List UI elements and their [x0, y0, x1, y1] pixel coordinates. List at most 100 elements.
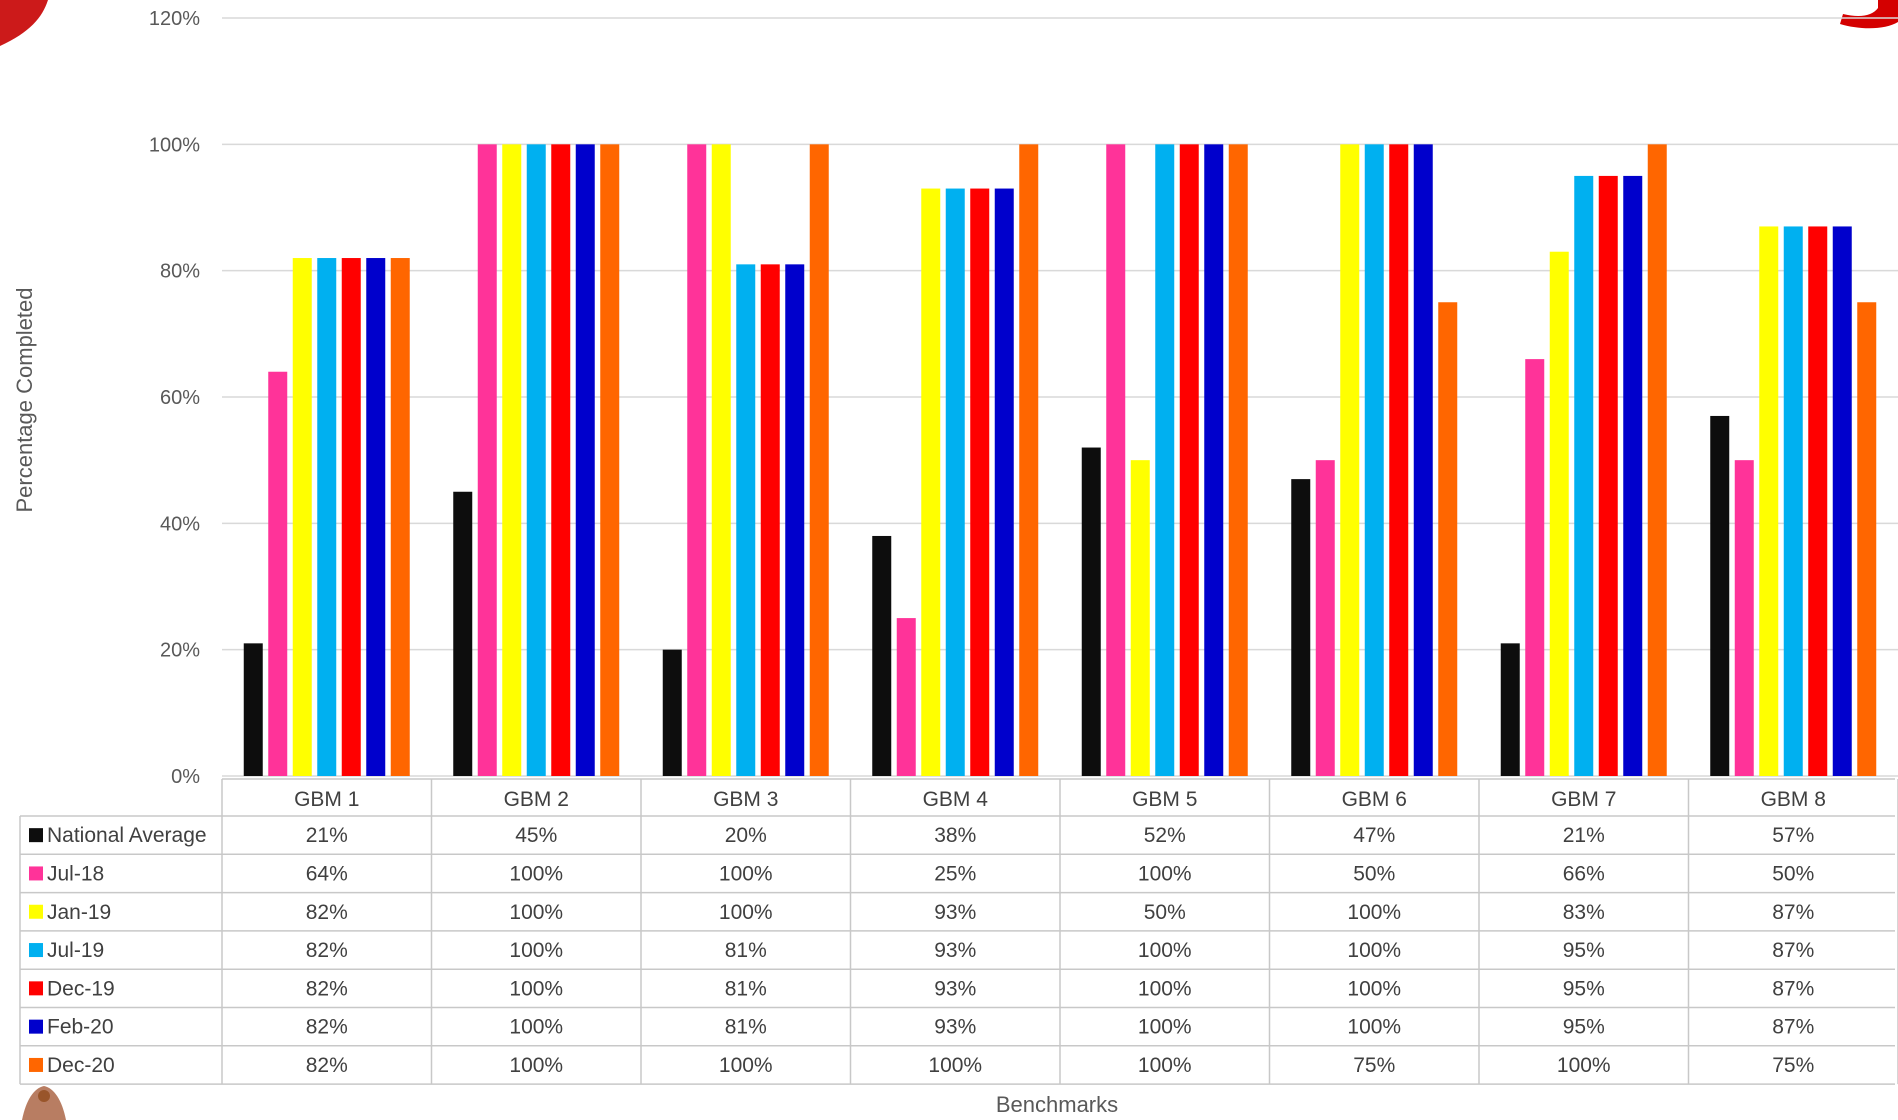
bar	[1710, 415, 1730, 776]
bar	[317, 258, 337, 776]
bar	[600, 144, 620, 777]
x-tick-label: GBM 4	[923, 788, 989, 811]
data-label: 93%	[934, 901, 976, 924]
gridlines	[222, 17, 1898, 777]
data-label: 100%	[1138, 862, 1192, 885]
data-label: 50%	[1353, 862, 1395, 885]
data-label: 66%	[1563, 862, 1605, 885]
bar	[1759, 226, 1779, 776]
bar	[1574, 175, 1594, 776]
bar	[1315, 460, 1335, 776]
data-label: 57%	[1772, 824, 1814, 847]
data-label: 100%	[1138, 977, 1192, 1000]
bar	[662, 649, 682, 776]
data-label: 64%	[306, 862, 348, 885]
x-tick-label: GBM 3	[713, 788, 778, 811]
data-label: 52%	[1144, 824, 1186, 847]
bar	[1019, 144, 1039, 777]
bar	[1598, 175, 1618, 776]
bar	[1438, 302, 1458, 776]
data-label: 100%	[1138, 1016, 1192, 1039]
bar	[970, 188, 990, 777]
bar	[502, 144, 522, 777]
y-tick-label: 120%	[149, 8, 200, 30]
data-label: 100%	[719, 901, 773, 924]
y-tick-label: 20%	[160, 640, 200, 662]
legend-label: Dec-20	[47, 1054, 115, 1077]
data-table: GBM 1 GBM 2 GBM 3 GBM 4 GBM 5 GBM 6 GBM 7 GBM 8…	[19, 778, 1898, 1085]
bars	[243, 144, 1877, 777]
y-axis-ticks: 0% 20% 40% 60% 80% 100% 120%	[149, 8, 200, 788]
bar	[1204, 144, 1224, 777]
x-axis-title: Benchmarks	[996, 1092, 1118, 1117]
bar	[1106, 144, 1126, 777]
bar	[809, 144, 829, 777]
legend-label: Jan-19	[47, 901, 111, 924]
bar	[1130, 460, 1150, 776]
data-label: 100%	[928, 1054, 982, 1077]
bar	[243, 643, 263, 776]
data-label: 100%	[509, 939, 563, 962]
legend-swatch	[29, 866, 43, 881]
x-tick-label: GBM 2	[504, 788, 569, 811]
data-label: 45%	[515, 824, 557, 847]
legend-swatch	[29, 1019, 43, 1034]
bar	[1734, 460, 1754, 776]
bar	[1291, 479, 1311, 776]
data-label: 21%	[1563, 824, 1605, 847]
footer-logo-icon	[22, 1086, 66, 1120]
x-tick-label: GBM 5	[1132, 788, 1197, 811]
bar	[1364, 144, 1384, 777]
bar	[1155, 144, 1175, 777]
data-label: 82%	[306, 1054, 348, 1077]
data-label: 50%	[1144, 901, 1186, 924]
data-label: 25%	[934, 862, 976, 885]
legend-swatch	[29, 981, 43, 996]
data-label: 47%	[1353, 824, 1395, 847]
legend-swatch	[29, 943, 43, 958]
bar	[1413, 144, 1433, 777]
x-tick-label: GBM 8	[1761, 788, 1826, 811]
x-tick-label: GBM 1	[294, 788, 359, 811]
data-label: 100%	[1347, 939, 1401, 962]
y-tick-label: 80%	[160, 261, 200, 283]
bar	[1525, 359, 1545, 776]
data-label: 82%	[306, 1016, 348, 1039]
data-label: 82%	[306, 901, 348, 924]
corner-logo-icon	[1830, 0, 1898, 29]
bar	[1549, 251, 1569, 776]
bar	[366, 258, 386, 776]
bar	[1783, 226, 1803, 776]
data-label: 100%	[1347, 901, 1401, 924]
bar	[896, 618, 916, 776]
data-label: 100%	[509, 901, 563, 924]
data-label: 81%	[725, 977, 767, 1000]
data-label: 100%	[1347, 977, 1401, 1000]
data-label: 100%	[1347, 1016, 1401, 1039]
corner-heart-icon	[0, 0, 48, 46]
data-label: 87%	[1772, 977, 1814, 1000]
bar	[551, 144, 571, 777]
y-tick-label: 0%	[171, 766, 200, 788]
data-label: 81%	[725, 1016, 767, 1039]
data-label: 100%	[509, 1054, 563, 1077]
bar	[921, 188, 941, 777]
bar	[292, 258, 312, 776]
bar	[526, 144, 546, 777]
x-tick-label: GBM 7	[1551, 788, 1616, 811]
bar	[1340, 144, 1360, 777]
data-label: 87%	[1772, 939, 1814, 962]
bar	[1623, 175, 1643, 776]
y-tick-label: 60%	[160, 387, 200, 409]
data-label: 93%	[934, 1016, 976, 1039]
legend-label: Feb-20	[47, 1016, 114, 1039]
bar	[477, 144, 497, 777]
y-tick-label: 40%	[160, 513, 200, 535]
legend-label: Jul-18	[47, 862, 104, 885]
bar	[785, 264, 805, 776]
data-label: 100%	[509, 862, 563, 885]
bar	[1389, 144, 1409, 777]
bar	[945, 188, 965, 777]
